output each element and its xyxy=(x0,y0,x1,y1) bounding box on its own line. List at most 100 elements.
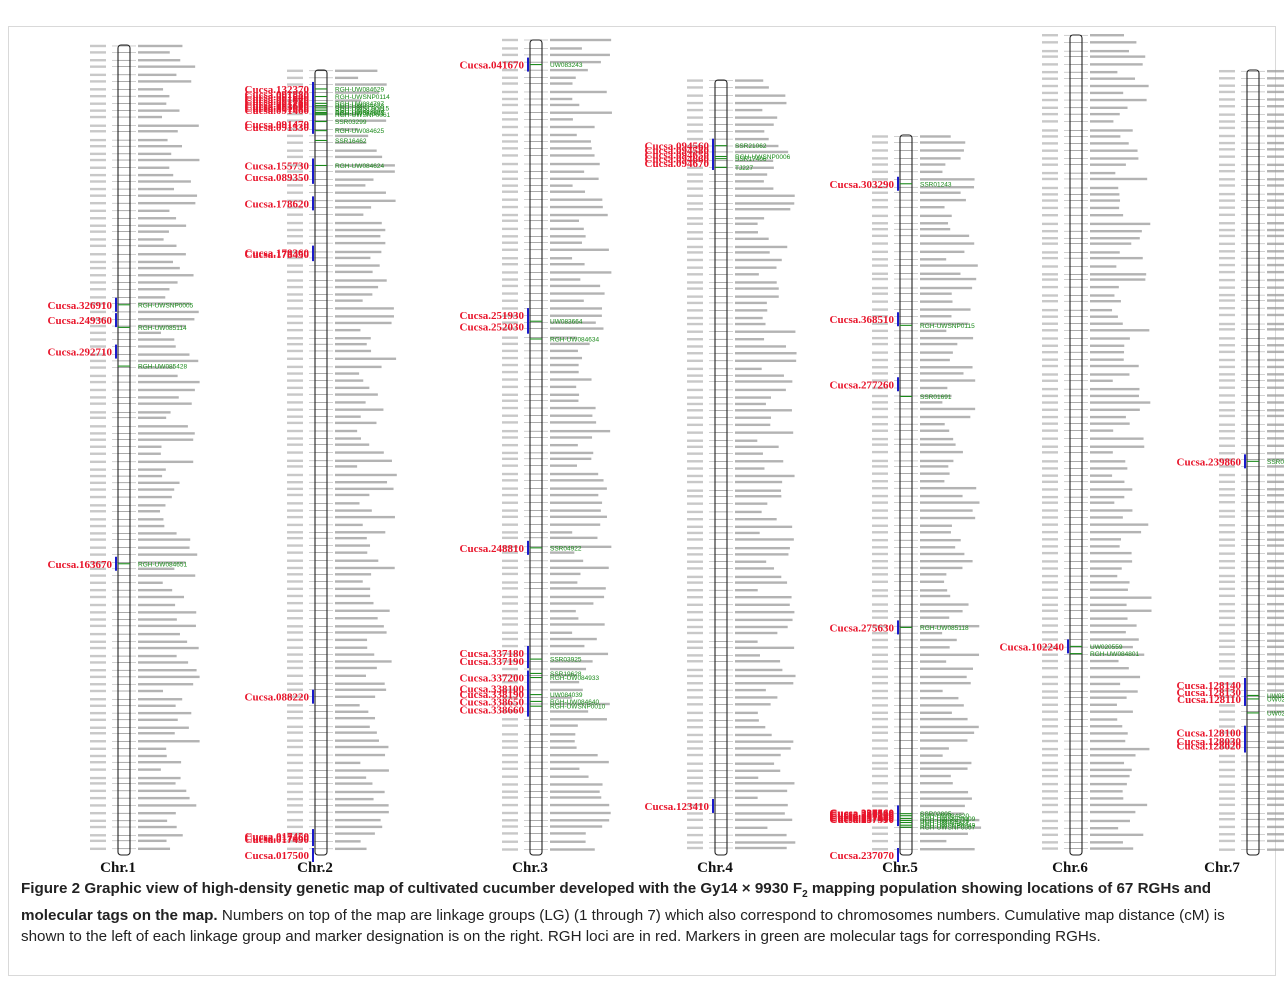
cm-value-stroke xyxy=(1042,55,1058,58)
tag-marker-label: RGH-UW084933 xyxy=(550,675,600,682)
cm-value-stroke xyxy=(687,588,703,592)
marker-name-stroke xyxy=(1267,409,1284,412)
cm-value-stroke xyxy=(90,646,106,650)
marker-name-stroke xyxy=(335,840,361,843)
cm-value-stroke xyxy=(287,580,303,583)
marker-name-stroke xyxy=(1090,278,1146,281)
marker-name-stroke xyxy=(1267,84,1284,87)
marker-name-stroke xyxy=(1267,695,1284,698)
cm-value-stroke xyxy=(1219,559,1235,563)
cm-value-stroke xyxy=(1219,192,1235,196)
cm-value-stroke xyxy=(287,473,303,477)
rgh-label: Cucsa.237470 xyxy=(830,811,895,823)
marker-name-stroke xyxy=(920,292,952,295)
cm-value-stroke xyxy=(90,296,106,299)
marker-name-stroke xyxy=(1090,186,1119,190)
marker-name-stroke xyxy=(1090,682,1121,686)
marker-name-stroke xyxy=(920,242,975,245)
caption-title-part1: Graphic view of high-density genetic map… xyxy=(84,880,803,897)
cm-value-stroke xyxy=(1219,69,1235,73)
tag-marker-label: RGH-UW084963 xyxy=(335,111,385,118)
cm-value-stroke xyxy=(287,753,303,757)
cm-value-stroke xyxy=(872,170,888,174)
cm-value-stroke xyxy=(872,494,888,498)
cm-value-stroke xyxy=(1042,237,1058,240)
cm-value-stroke xyxy=(90,618,106,621)
rgh-label: Cucsa.091680 xyxy=(245,103,310,115)
rgh-label: Cucsa.237450 xyxy=(830,812,895,824)
cm-value-stroke xyxy=(90,574,106,577)
cm-value-stroke xyxy=(872,401,888,404)
cm-value-stroke xyxy=(287,523,303,527)
marker-name-stroke xyxy=(735,467,765,470)
marker-name-stroke xyxy=(1267,632,1284,635)
chromosome-7: SSR00688UW085246UW028811UW028775Cucsa.23… xyxy=(1177,69,1284,876)
marker-name-stroke xyxy=(138,581,163,584)
marker-name-stroke xyxy=(138,640,188,643)
marker-name-stroke xyxy=(735,567,775,570)
marker-name-stroke xyxy=(1090,265,1117,268)
marker-name-stroke xyxy=(1267,344,1284,347)
cm-value-stroke xyxy=(90,718,106,722)
rgh-label: Cucsa.292710 xyxy=(48,347,113,359)
cm-value-stroke xyxy=(1042,690,1058,693)
cm-value-stroke xyxy=(1042,810,1058,814)
marker-name-stroke xyxy=(335,328,361,332)
marker-name-stroke xyxy=(1267,401,1284,404)
rgh-label: Cucsa.091840 xyxy=(245,92,310,104)
marker-name-stroke xyxy=(550,60,601,64)
cm-value-stroke xyxy=(90,789,106,793)
marker-name-stroke xyxy=(335,515,395,519)
marker-name-stroke xyxy=(138,796,190,800)
cm-value-stroke xyxy=(872,573,888,576)
cm-value-stroke xyxy=(90,166,106,169)
marker-name-stroke xyxy=(550,783,603,786)
cm-value-stroke xyxy=(687,581,703,584)
marker-name-stroke xyxy=(335,587,371,591)
marker-name-stroke xyxy=(920,329,947,333)
rgh-label: Cucsa.155730 xyxy=(245,160,310,172)
cm-value-stroke xyxy=(1042,206,1058,210)
marker-name-stroke xyxy=(550,263,585,266)
marker-name-stroke xyxy=(1267,544,1284,547)
cm-value-stroke xyxy=(872,379,888,382)
marker-name-stroke xyxy=(138,281,178,284)
marker-name-stroke xyxy=(138,138,168,142)
cm-value-stroke xyxy=(1042,659,1058,663)
marker-name-stroke xyxy=(920,552,965,556)
marker-name-stroke xyxy=(1267,437,1284,440)
rgh-label: Cucsa.237520 xyxy=(830,809,895,821)
cm-value-stroke xyxy=(872,450,888,454)
cm-value-stroke xyxy=(1219,616,1235,620)
cm-value-stroke xyxy=(1042,560,1058,563)
marker-name-stroke xyxy=(550,103,580,107)
marker-name-stroke xyxy=(735,338,765,341)
cm-value-stroke xyxy=(687,222,703,225)
marker-name-stroke xyxy=(1090,63,1143,66)
marker-name-stroke xyxy=(550,162,600,166)
cm-value-stroke xyxy=(287,631,303,634)
cm-value-stroke xyxy=(872,580,888,583)
marker-name-stroke xyxy=(735,194,795,197)
marker-name-stroke xyxy=(1090,797,1124,800)
marker-name-stroke xyxy=(735,595,792,599)
marker-name-stroke xyxy=(920,559,973,563)
cm-value-stroke xyxy=(287,487,303,491)
marker-name-stroke xyxy=(138,518,164,521)
cm-value-stroke xyxy=(502,733,518,736)
cm-value-stroke xyxy=(1219,632,1235,635)
cm-value-stroke xyxy=(90,669,106,672)
marker-name-stroke xyxy=(550,472,599,476)
marker-name-stroke xyxy=(1267,465,1284,468)
marker-name-stroke xyxy=(1090,645,1133,649)
marker-name-stroke xyxy=(335,790,385,794)
marker-name-stroke xyxy=(920,250,965,254)
marker-name-stroke xyxy=(920,394,952,398)
marker-name-stroke xyxy=(1090,509,1133,512)
cm-value-stroke xyxy=(687,86,703,89)
marker-name-stroke xyxy=(1090,747,1150,751)
marker-name-stroke xyxy=(138,224,187,227)
cm-value-stroke xyxy=(502,790,518,793)
cm-value-stroke xyxy=(1042,819,1058,823)
marker-name-stroke xyxy=(138,59,181,62)
